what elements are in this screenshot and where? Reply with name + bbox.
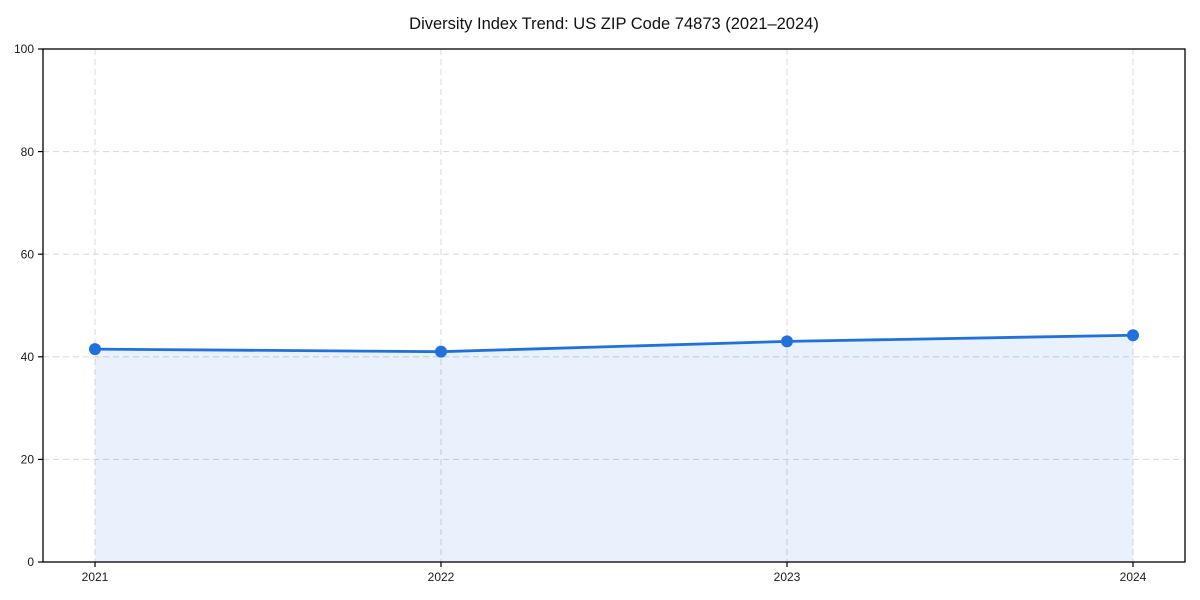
y-tick-label-80: 80 — [21, 145, 35, 159]
y-axis: 0 20 40 60 80 100 — [14, 42, 43, 569]
data-point-2024 — [1127, 329, 1139, 342]
gridlines — [43, 49, 1185, 562]
area-fill — [95, 335, 1133, 562]
data-point-2021 — [89, 343, 101, 356]
x-axis: 2021 2022 2023 2024 — [82, 562, 1147, 584]
data-point-2022 — [435, 345, 447, 358]
x-tick-label-2022: 2022 — [428, 570, 455, 584]
y-tick-label-60: 60 — [21, 247, 35, 261]
trend-line — [93, 333, 1135, 354]
y-tick-label-100: 100 — [14, 42, 34, 56]
y-tick-label-0: 0 — [27, 555, 34, 569]
data-point-2023 — [781, 335, 793, 348]
x-tick-label-2023: 2023 — [774, 570, 801, 584]
data-points — [89, 329, 1139, 358]
y-tick-label-40: 40 — [21, 350, 35, 364]
x-tick-label-2024: 2024 — [1120, 570, 1147, 584]
chart-title: Diversity Index Trend: US ZIP Code 74873… — [409, 15, 819, 33]
plot-border — [42, 48, 1186, 563]
x-tick-label-2021: 2021 — [82, 570, 109, 584]
y-tick-label-20: 20 — [21, 453, 35, 467]
